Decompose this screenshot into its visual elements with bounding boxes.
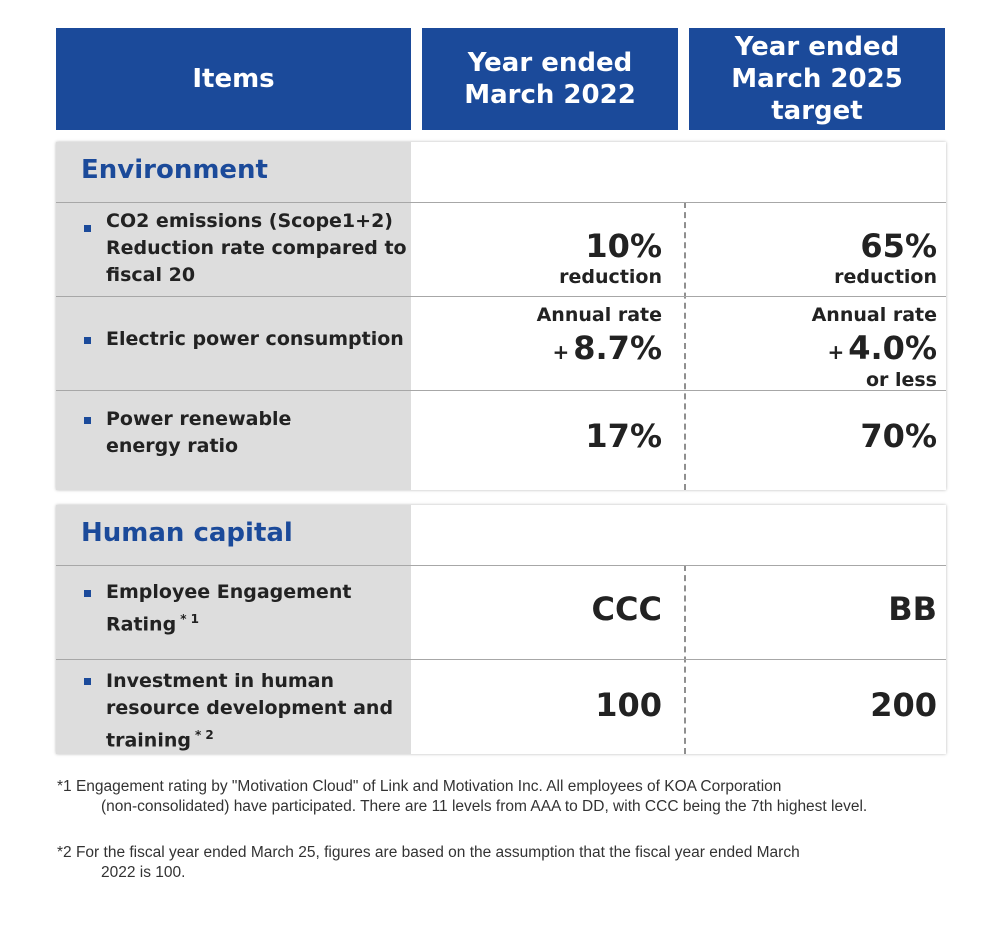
- row-label-renewable: Power renewable energy ratio: [106, 408, 292, 457]
- value-2022-co2-unit: reduction: [559, 266, 662, 288]
- section-title-environment: Environment: [81, 155, 268, 185]
- header-items: Items: [56, 28, 411, 130]
- value-2025-power-suffix: or less: [865, 369, 937, 391]
- table-row-investment: Investment in human resource development…: [56, 660, 946, 754]
- row-label-engagement: Employee Engagement Rating * 1: [106, 579, 940, 638]
- header-year-2022: Year ended March 2022: [422, 28, 678, 130]
- section-title-human-capital: Human capital: [81, 518, 293, 548]
- value-2022-engagement: CCC: [591, 590, 662, 628]
- plus-sign: +: [552, 340, 570, 364]
- value-2022-power-prefix: Annual rate: [536, 304, 662, 326]
- footnote-1-continued: (non-consolidated) have participated. Th…: [101, 798, 868, 815]
- row-divider: [56, 390, 946, 391]
- left-column-bg: [56, 142, 411, 490]
- value-2025-power-prefix: Annual rate: [811, 304, 937, 326]
- footnote-1-line1: *1 Engagement rating by "Motivation Clou…: [57, 778, 782, 795]
- footnote-marker: * 1: [180, 612, 199, 626]
- row-label-investment: Investment in human resource development…: [106, 668, 940, 754]
- value-2022-power-number: 8.7%: [573, 329, 662, 367]
- value-2025-co2: 65%: [860, 227, 937, 265]
- value-2025-engagement: BB: [888, 590, 937, 628]
- row-label-electric-power: Electric power consumption: [106, 328, 404, 350]
- value-2022-renewable: 17%: [585, 417, 662, 455]
- row-label-co2: CO2 emissions (Scope1+2) Reduction rate …: [106, 210, 407, 286]
- value-2025-power-number: 4.0%: [848, 329, 937, 367]
- left-column-bg: [56, 505, 411, 754]
- value-2025-co2-unit: reduction: [834, 266, 937, 288]
- value-2022-power: +8.7%: [552, 329, 662, 371]
- column-divider: [684, 202, 686, 490]
- bullet-icon: [84, 225, 91, 232]
- footnote-1: *1 Engagement rating by "Motivation Clou…: [57, 777, 947, 817]
- value-2025-power: +4.0%: [827, 329, 937, 371]
- row-label-engagement-text: Employee Engagement Rating: [106, 581, 352, 636]
- plus-sign: +: [827, 340, 845, 364]
- row-divider: [56, 565, 946, 566]
- table-row-electric-power: Electric power consumption Annual rate +…: [56, 297, 946, 391]
- value-2022-investment: 100: [595, 686, 662, 724]
- bullet-icon: [84, 590, 91, 597]
- value-2022-co2: 10%: [585, 227, 662, 265]
- bullet-icon: [84, 417, 91, 424]
- bullet-icon: [84, 678, 91, 685]
- environment-section: Environment CO2 emissions (Scope1+2) Red…: [56, 142, 946, 490]
- bullet-icon: [84, 337, 91, 344]
- value-2025-renewable: 70%: [860, 417, 937, 455]
- table-row-engagement: Employee Engagement Rating * 1 CCC BB: [56, 566, 946, 659]
- human-capital-section: Human capital Employee Engagement Rating…: [56, 505, 946, 754]
- footnote-2-line1: *2 For the fiscal year ended March 25, f…: [57, 844, 800, 861]
- row-divider: [56, 296, 946, 297]
- row-label-investment-text: Investment in human resource development…: [106, 670, 394, 752]
- value-2025-investment: 200: [870, 686, 937, 724]
- row-divider: [56, 202, 946, 203]
- footnote-marker: * 2: [194, 728, 214, 742]
- row-divider: [56, 659, 946, 660]
- footnote-2: *2 For the fiscal year ended March 25, f…: [57, 843, 947, 883]
- footnote-2-continued: 2022 is 100.: [101, 864, 186, 881]
- table-row-renewable: Power renewable energy ratio 17% 70%: [56, 391, 946, 490]
- header-year-2025-target: Year ended March 2025 target: [689, 28, 945, 130]
- table-row-co2: CO2 emissions (Scope1+2) Reduction rate …: [56, 203, 946, 296]
